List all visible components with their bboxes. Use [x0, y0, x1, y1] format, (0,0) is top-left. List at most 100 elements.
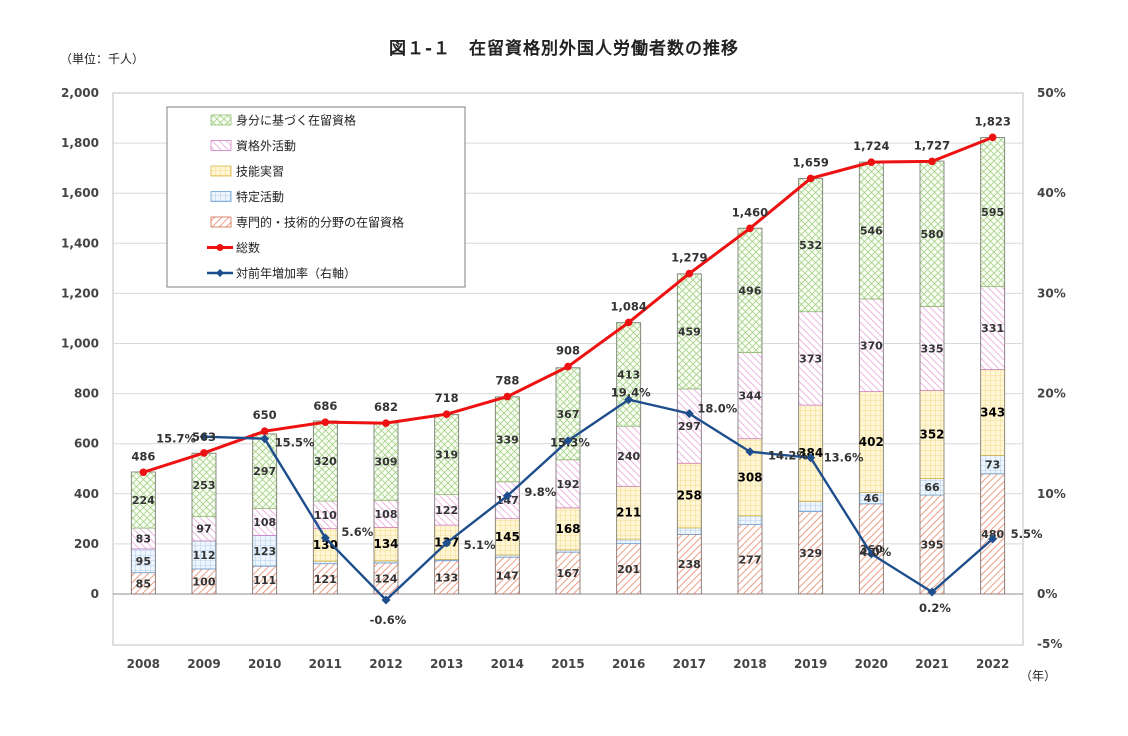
- growth-rate-label: 5.6%: [341, 525, 373, 539]
- total-marker: [321, 418, 330, 426]
- segment-label: 108: [375, 508, 398, 521]
- x-tick-label: 2016: [612, 657, 645, 671]
- segment-label: 370: [860, 339, 883, 352]
- legend-label: 専門的・技術的分野の在留資格: [236, 215, 404, 230]
- bar-segment: [737, 524, 763, 595]
- bar-segment: [980, 137, 1006, 288]
- bar-segment: [676, 533, 702, 595]
- total-marker: [503, 392, 512, 401]
- legend-label: 対前年増加率（右軸）: [236, 266, 356, 281]
- total-label: 1,084: [610, 299, 646, 313]
- total-label: 486: [131, 449, 155, 463]
- total-label: 650: [253, 408, 277, 422]
- total-label: 1,460: [732, 205, 768, 219]
- segment-label: 122: [435, 504, 458, 517]
- segment-label: 130: [313, 538, 338, 552]
- growth-rate-marker: [260, 434, 270, 444]
- x-tick-label: 2018: [733, 657, 766, 671]
- growth-rate-line: [203, 398, 994, 602]
- segment-label: 595: [981, 206, 1004, 219]
- segment-label: 66: [924, 481, 940, 494]
- total-marker: [564, 362, 572, 371]
- y2-tick-label: 0%: [1037, 587, 1057, 601]
- legend-label: 総数: [236, 240, 260, 255]
- segment-label: 253: [193, 479, 216, 492]
- total-label: 1,727: [914, 138, 950, 152]
- segment-label: 496: [739, 284, 762, 297]
- segment-label: 258: [677, 489, 702, 503]
- y2-tick-label: 40%: [1037, 186, 1066, 200]
- bar-segment: [919, 160, 945, 307]
- segment-label: 344: [739, 390, 762, 403]
- y2-tick-label: 30%: [1037, 286, 1066, 300]
- segment-label: 402: [859, 435, 884, 449]
- segment-label: 73: [985, 459, 1000, 472]
- segment-label: 331: [981, 322, 1004, 335]
- segment-label: 277: [739, 553, 762, 566]
- segment-label: 319: [435, 449, 458, 462]
- growth-rate-marker: [866, 549, 876, 559]
- segment-label: 395: [921, 539, 944, 552]
- segment-label: 240: [617, 450, 640, 463]
- total-label: 1,724: [853, 139, 889, 153]
- segment-label: 147: [496, 570, 519, 583]
- bar-segment: [798, 311, 824, 406]
- x-tick-label: 2019: [794, 657, 827, 671]
- segment-label: 320: [314, 455, 337, 468]
- segment-label: 211: [616, 506, 641, 520]
- segment-label: 133: [435, 571, 458, 584]
- growth-rate-label: 15.7%: [156, 432, 196, 446]
- total-label: 1,659: [792, 155, 828, 169]
- bar-segment: [858, 161, 884, 300]
- bar-segment: [737, 515, 763, 526]
- bar-segment: [616, 538, 642, 545]
- total-label: 718: [435, 391, 459, 405]
- segment-label: 121: [314, 573, 337, 586]
- y-axis-unit-label: （単位：千人）: [60, 52, 145, 66]
- segment-label: 459: [678, 325, 701, 338]
- segment-label: 123: [253, 545, 276, 558]
- segment-label: 167: [557, 567, 580, 580]
- x-tick-label: 2011: [309, 657, 342, 671]
- total-label: 908: [556, 344, 580, 358]
- total-label: 1,279: [671, 251, 707, 265]
- total-marker: [139, 468, 148, 477]
- total-label: 686: [313, 399, 337, 413]
- segment-label: 546: [860, 225, 883, 238]
- bar-segment: [858, 298, 884, 392]
- y-tick-label: 1,200: [61, 286, 99, 300]
- x-tick-label: 2014: [491, 657, 524, 671]
- total-marker: [988, 133, 997, 142]
- growth-rate-marker: [502, 491, 512, 501]
- growth-rate-label: 0.2%: [919, 601, 951, 615]
- legend-swatch: [210, 216, 232, 228]
- segment-label: 111: [253, 574, 276, 587]
- growth-rate-marker: [684, 409, 694, 419]
- growth-rate-marker: [624, 395, 634, 405]
- segment-label: 413: [617, 368, 640, 381]
- segment-label: 46: [864, 492, 880, 505]
- bar-segment: [312, 420, 338, 502]
- y2-tick-label: -5%: [1037, 637, 1062, 651]
- y-tick-label: 0: [91, 587, 99, 601]
- growth-rate-marker: [442, 538, 452, 548]
- growth-rate-marker: [806, 453, 816, 463]
- growth-rate-marker: [988, 534, 998, 544]
- growth-rate-marker: [199, 432, 209, 442]
- y2-tick-label: 50%: [1037, 86, 1066, 100]
- segment-label: 308: [737, 470, 762, 484]
- segment-label: 532: [799, 239, 822, 252]
- segment-label: 335: [921, 342, 944, 355]
- growth-rate-marker: [745, 447, 755, 457]
- segment-label: 297: [253, 465, 276, 478]
- legend-swatch: [210, 114, 232, 126]
- segment-label: 97: [196, 523, 211, 536]
- total-marker: [928, 157, 936, 166]
- x-tick-label: 2012: [369, 657, 402, 671]
- bar-segment: [555, 367, 581, 461]
- legend-swatch: [210, 191, 232, 202]
- growth-rate-label: 19.4%: [611, 386, 651, 400]
- growth-rate-label: 15.3%: [550, 436, 590, 450]
- growth-rate-label: 14.2%: [768, 449, 808, 463]
- segment-label: 329: [799, 547, 822, 560]
